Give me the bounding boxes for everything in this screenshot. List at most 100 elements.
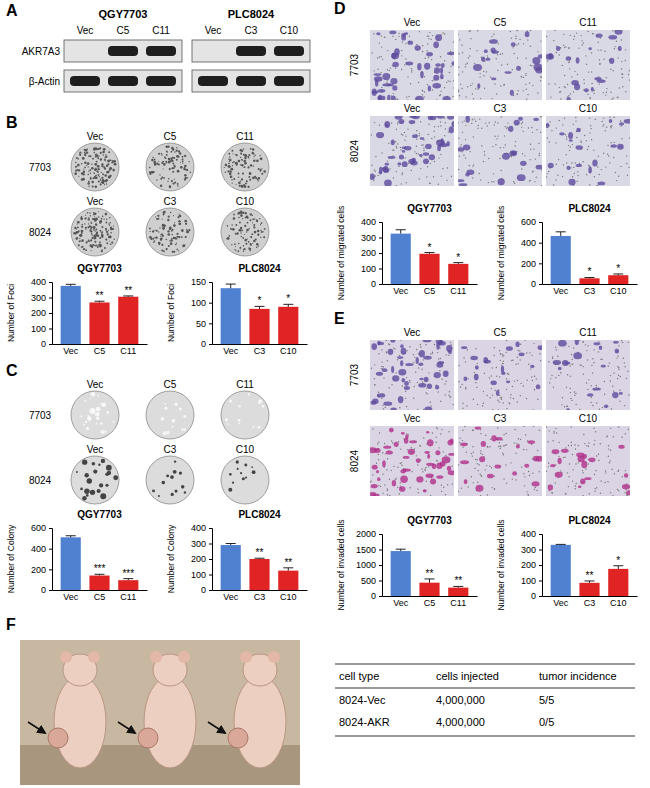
pore-dot: [377, 175, 378, 176]
colony-dot: [238, 419, 241, 422]
focus-dot: [184, 178, 186, 180]
pore-dot: [458, 138, 459, 139]
stained-cell: [415, 45, 421, 50]
focus-dot: [91, 181, 94, 184]
focus-dot: [162, 177, 164, 179]
focus-dot: [261, 168, 262, 169]
focus-dot: [96, 161, 98, 163]
colony-dot: [99, 483, 103, 487]
focus-dot: [78, 158, 80, 160]
focus-dot: [162, 161, 164, 163]
pore-dot: [374, 378, 375, 379]
focus-dot: [99, 176, 100, 177]
focus-dot: [253, 160, 255, 162]
focus-dot: [75, 162, 76, 163]
pore-dot: [572, 144, 573, 145]
focus-dot: [260, 237, 261, 238]
pore-dot: [551, 130, 552, 131]
pore-dot: [400, 147, 401, 148]
pore-dot: [473, 98, 474, 99]
focus-dot: [244, 234, 245, 235]
pore-dot: [547, 60, 548, 61]
pore-dot: [597, 185, 598, 186]
pore-dot: [625, 60, 626, 61]
focus-dot: [81, 216, 83, 218]
focus-dot: [111, 242, 113, 244]
focus-dot: [169, 240, 170, 241]
pore-dot: [404, 132, 405, 133]
focus-dot: [109, 240, 110, 241]
focus-dot: [97, 168, 99, 170]
pore-dot: [415, 371, 416, 372]
focus-dot: [90, 177, 91, 178]
colony-dot: [179, 471, 182, 474]
pore-dot: [391, 384, 392, 385]
pore-dot: [587, 31, 588, 32]
pore-dot: [539, 153, 540, 154]
pore-dot: [389, 168, 390, 169]
focus-dot: [75, 232, 77, 234]
pore-dot: [562, 65, 563, 66]
focus-dot: [240, 230, 242, 232]
blot-band: [236, 76, 266, 86]
pore-dot: [532, 380, 533, 381]
stained-cell: [509, 150, 517, 156]
pore-dot: [483, 403, 484, 404]
pore-dot: [491, 388, 492, 389]
image-column-label: C10: [579, 103, 598, 114]
image-row-label: 7703: [29, 162, 52, 173]
focus-dot: [99, 222, 101, 224]
stained-cell: [374, 76, 383, 81]
stained-cell: [422, 340, 431, 342]
pore-dot: [409, 35, 410, 36]
pore-dot: [433, 176, 434, 177]
pore-dot: [373, 33, 374, 34]
focus-dot: [168, 161, 171, 164]
focus-dot: [160, 238, 162, 240]
focus-dot: [170, 212, 172, 214]
stained-cell: [397, 162, 401, 165]
stained-cell: [459, 183, 468, 186]
pore-dot: [462, 407, 463, 408]
stained-cell: [525, 31, 530, 37]
pore-dot: [616, 41, 617, 42]
micrograph-background: [370, 30, 454, 100]
pore-dot: [483, 161, 484, 162]
pore-dot: [477, 404, 478, 405]
pore-dot: [419, 135, 420, 136]
blot-lane-label: C5: [117, 25, 130, 36]
pore-dot: [610, 92, 611, 93]
pore-dot: [506, 378, 507, 379]
focus-dot: [187, 177, 188, 178]
pore-dot: [449, 81, 450, 82]
focus-dot: [104, 159, 106, 161]
pore-dot: [423, 96, 424, 97]
pore-dot: [508, 374, 509, 375]
pore-dot: [439, 95, 440, 96]
focus-dot: [79, 154, 81, 156]
pore-dot: [474, 63, 475, 64]
focus-dot: [247, 166, 249, 168]
pore-dot: [479, 76, 480, 77]
focus-dot: [261, 222, 262, 223]
stained-cell: [451, 61, 454, 66]
pore-dot: [427, 393, 428, 394]
focus-dot: [91, 222, 93, 224]
pore-dot: [409, 381, 410, 382]
pore-dot: [604, 51, 605, 52]
focus-dot: [174, 179, 175, 180]
focus-dot: [158, 218, 160, 220]
stained-cell: [506, 346, 513, 351]
focus-dot: [163, 224, 166, 227]
stained-cell: [615, 30, 623, 35]
blot-membrane: [192, 40, 310, 62]
focus-dot: [258, 245, 260, 247]
pore-dot: [393, 177, 394, 178]
focus-dot: [93, 213, 95, 215]
focus-dot: [108, 230, 109, 231]
colony-dot: [158, 495, 160, 497]
stained-cell: [591, 87, 594, 92]
colony-dot: [161, 481, 165, 485]
focus-dot: [110, 160, 111, 161]
stained-cell: [576, 164, 582, 167]
